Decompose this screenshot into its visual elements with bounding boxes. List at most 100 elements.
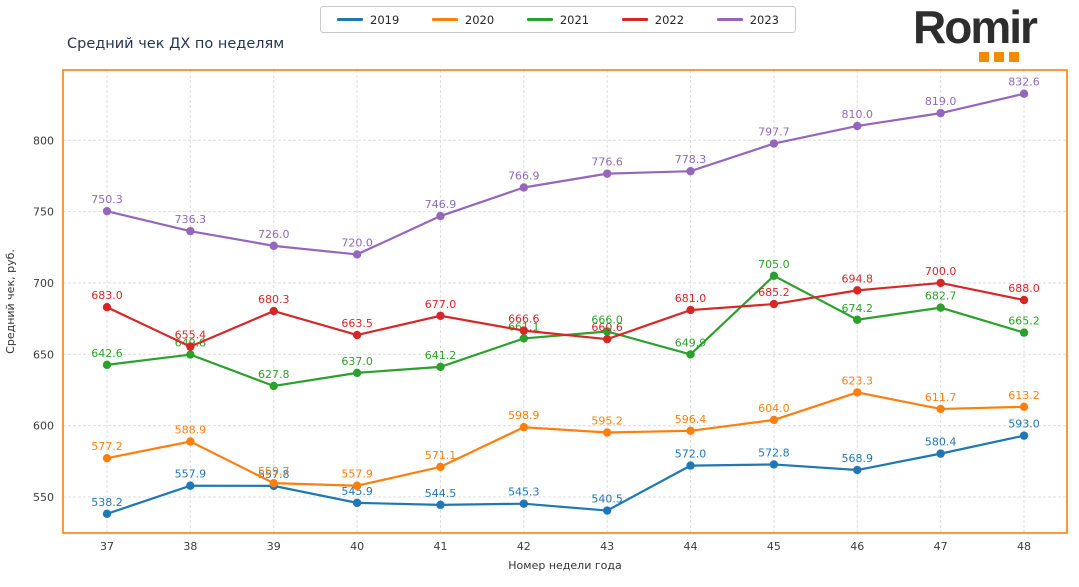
data-label-2022-39: 680.3 — [258, 293, 290, 306]
x-axis-title: Номер недели года — [508, 559, 621, 572]
romir-logo-text: Romir — [913, 1, 1038, 53]
data-label-2020-37: 577.2 — [91, 440, 123, 453]
data-point-2023-43 — [602, 169, 612, 178]
data-point-2021-37 — [102, 360, 112, 370]
data-point-2020-38 — [186, 437, 195, 446]
data-point-2023-48 — [1019, 89, 1029, 98]
x-tick-label: 40 — [350, 540, 364, 553]
data-label-2023-39: 726.0 — [258, 228, 290, 241]
data-point-2022-38 — [186, 342, 195, 351]
data-label-2019-48: 593.0 — [1008, 418, 1040, 431]
data-label-2020-41: 571.1 — [425, 449, 457, 462]
data-point-2021-46 — [853, 315, 862, 324]
data-label-2021-41: 641.2 — [425, 349, 457, 362]
data-label-2023-42: 766.9 — [508, 169, 540, 182]
data-point-2019-40 — [352, 498, 362, 508]
series-2020: 577.2 588.9 559.7 557.9 571.1 598.9 595.2 596.4… — [91, 374, 1040, 490]
data-label-2019-40: 545.9 — [341, 485, 373, 498]
legend-item-2021: 2021 — [526, 12, 590, 27]
data-point-2020-48 — [1019, 402, 1029, 412]
data-point-2023-38 — [186, 226, 195, 236]
x-tick-label: 48 — [1017, 540, 1031, 553]
legend-line-2020 — [431, 18, 458, 21]
data-point-2020-45 — [769, 415, 779, 425]
data-point-2021-44 — [686, 350, 695, 359]
x-tick-label: 37 — [100, 540, 114, 553]
data-point-2022-47 — [936, 278, 945, 288]
data-label-2021-47: 682.7 — [925, 290, 957, 303]
data-label-2021-39: 627.8 — [258, 368, 290, 381]
data-point-2020-47 — [936, 404, 945, 414]
data-label-2019-39: 557.8 — [258, 468, 290, 481]
series-2021: 642.6649.8627.8637.0641.2661.1666.0649.9… — [91, 258, 1040, 391]
data-point-2023-41 — [436, 211, 445, 221]
data-label-2022-44: 681.0 — [675, 292, 707, 305]
data-label-2023-40: 720.0 — [341, 236, 373, 249]
data-point-2019-41 — [436, 500, 445, 510]
series-line-2021 — [106, 274, 1025, 388]
series-line-2020 — [106, 391, 1025, 487]
legend-label-2022: 2022 — [654, 12, 685, 27]
data-point-2020-40 — [352, 481, 362, 490]
data-label-2022-43: 660.6 — [591, 321, 623, 334]
data-label-2023-41: 746.9 — [425, 198, 457, 211]
data-label-2023-48: 832.6 — [1008, 76, 1040, 89]
x-tick-label: 45 — [767, 540, 781, 553]
data-label-2020-39: 559.7 — [258, 465, 290, 478]
data-label-2022-37: 683.0 — [91, 289, 123, 302]
data-point-2021-40 — [352, 368, 362, 378]
data-label-2019-43: 540.5 — [591, 493, 623, 506]
logo-square — [994, 52, 1004, 62]
data-point-2022-44 — [686, 305, 695, 315]
romir-logo-squares — [979, 52, 1019, 62]
data-label-2020-44: 596.4 — [675, 413, 707, 426]
legend-label-2021: 2021 — [559, 12, 590, 27]
data-point-2023-44 — [686, 167, 695, 176]
plot-border — [62, 69, 1068, 534]
series-line-2019 — [106, 434, 1025, 515]
data-point-2019-45 — [769, 460, 779, 469]
data-point-2021-42 — [519, 334, 529, 343]
data-point-2021-38 — [186, 350, 195, 359]
data-point-2023-37 — [102, 206, 112, 216]
x-tick-label: 43 — [600, 540, 614, 553]
y-tick-label: 700 — [33, 277, 54, 290]
legend-item-2020: 2020 — [431, 12, 495, 27]
data-label-2020-45: 604.0 — [758, 402, 790, 415]
data-point-2019-46 — [853, 465, 862, 475]
data-label-2022-48: 688.0 — [1008, 282, 1040, 295]
data-label-2021-45: 705.0 — [758, 258, 790, 271]
data-point-2019-38 — [186, 481, 195, 490]
logo-square — [1009, 52, 1019, 62]
romir-logo: Romir — [913, 4, 1065, 68]
data-point-2021-45 — [769, 271, 779, 281]
data-label-2023-46: 810.0 — [842, 108, 874, 121]
y-axis-title: Средний чек, руб. — [4, 249, 17, 354]
data-label-2023-43: 776.6 — [591, 156, 623, 169]
data-label-2023-38: 736.3 — [175, 213, 207, 226]
data-label-2023-45: 797.7 — [758, 126, 790, 139]
data-label-2022-38: 655.4 — [175, 329, 207, 342]
data-label-2020-46: 623.3 — [842, 374, 874, 387]
data-label-2022-46: 694.8 — [842, 272, 874, 285]
y-tick-label: 750 — [33, 206, 54, 219]
data-label-2023-37: 750.3 — [91, 193, 123, 206]
data-label-2020-43: 595.2 — [591, 414, 623, 427]
x-tick-label: 41 — [433, 540, 447, 553]
data-label-2019-38: 557.9 — [175, 468, 207, 481]
data-point-2021-47 — [936, 303, 945, 312]
series-line-2022 — [106, 281, 1025, 348]
data-point-2022-41 — [436, 311, 445, 320]
data-point-2022-48 — [1019, 295, 1029, 305]
legend-line-2023 — [716, 18, 743, 21]
data-point-2019-43 — [602, 506, 612, 515]
legend-label-2020: 2020 — [464, 12, 495, 27]
data-label-2021-48: 665.2 — [1008, 315, 1040, 328]
data-label-2020-47: 611.7 — [925, 391, 957, 404]
y-tick-label: 650 — [33, 348, 54, 361]
data-label-2019-37: 538.2 — [91, 496, 123, 509]
x-tick-label: 44 — [684, 540, 698, 553]
data-point-2019-42 — [519, 499, 529, 508]
data-point-2019-44 — [686, 461, 695, 470]
